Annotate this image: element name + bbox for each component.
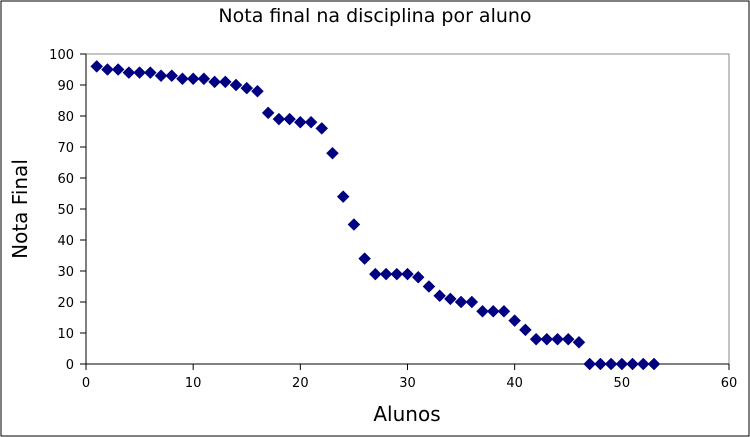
x-axis-title: Alunos — [373, 402, 440, 426]
x-tick-label: 60 — [721, 376, 738, 391]
y-tick-label: 40 — [57, 234, 74, 249]
data-point-diamond — [229, 78, 243, 92]
data-point-diamond — [358, 252, 371, 265]
y-tick-label: 100 — [49, 48, 74, 63]
data-point-diamond — [486, 304, 500, 318]
x-tick-label: 20 — [292, 376, 309, 391]
data-point-diamond — [411, 270, 425, 284]
data-point-diamond — [551, 332, 564, 346]
data-point-diamond — [519, 323, 532, 337]
data-point-diamond — [251, 84, 264, 98]
data-point-diamond — [433, 289, 447, 303]
data-point-diamond — [390, 267, 404, 281]
data-point-diamond — [261, 106, 275, 120]
data-point-diamond — [476, 304, 489, 318]
data-point-diamond — [529, 332, 543, 346]
data-point-diamond — [594, 357, 607, 371]
x-tick-label: 30 — [399, 376, 416, 391]
data-point-diamond — [197, 72, 211, 86]
data-point-diamond — [379, 267, 393, 281]
data-point-diamond — [401, 267, 414, 281]
data-point-diamond — [561, 332, 575, 346]
data-point-diamond — [122, 66, 136, 79]
data-point-diamond — [326, 146, 339, 160]
data-point-diamond — [583, 357, 597, 371]
data-point-diamond — [315, 122, 329, 135]
data-point-diamond — [154, 69, 168, 83]
y-tick-label: 0 — [66, 358, 74, 373]
data-point-diamond — [90, 60, 104, 73]
data-point-diamond — [615, 357, 629, 371]
data-point-diamond — [465, 295, 479, 309]
data-point-diamond — [422, 280, 436, 293]
chart-title: Nota final na disciplina por aluno — [218, 5, 531, 27]
x-tick-label: 40 — [506, 376, 523, 391]
data-point-diamond — [143, 66, 157, 79]
data-point-diamond — [368, 267, 382, 281]
data-point-diamond — [540, 332, 554, 346]
data-point-diamond — [626, 357, 639, 371]
data-point-diamond — [497, 304, 511, 318]
data-point-diamond — [454, 295, 468, 309]
data-point-diamond — [304, 115, 318, 129]
data-point-diamond — [208, 75, 221, 89]
y-tick-label: 20 — [57, 296, 74, 311]
y-tick-label: 60 — [57, 172, 74, 187]
data-point-diamond — [101, 63, 114, 76]
data-point-diamond — [508, 314, 522, 327]
data-point-diamond — [111, 63, 125, 76]
x-tick-label: 50 — [614, 376, 631, 391]
plot-area — [85, 53, 730, 365]
data-point-diamond — [604, 357, 618, 371]
y-tick-label: 50 — [57, 203, 74, 218]
y-axis-ticks: 0 10 20 30 40 50 60 70 80 90 100 — [49, 48, 86, 373]
data-point-diamond — [636, 357, 650, 371]
data-point-diamond — [133, 66, 146, 79]
data-point-diamond — [647, 357, 661, 371]
data-point-diamond — [444, 292, 457, 306]
data-point-diamond — [186, 72, 200, 86]
y-tick-label: 10 — [57, 327, 74, 342]
data-point-diamond — [240, 81, 254, 95]
data-point-diamond — [336, 190, 350, 203]
data-point-diamond — [283, 112, 296, 126]
x-tick-label: 10 — [185, 376, 202, 391]
data-point-diamond — [218, 75, 232, 89]
data-point-diamond — [165, 69, 179, 83]
data-point-diamond — [347, 218, 361, 231]
x-axis-ticks: 0 10 20 30 40 50 60 — [82, 364, 737, 391]
y-tick-label: 90 — [57, 79, 74, 94]
data-point-diamond — [272, 112, 286, 126]
data-points — [90, 60, 661, 371]
data-point-diamond — [176, 72, 189, 86]
y-tick-label: 80 — [57, 110, 74, 125]
y-tick-label: 70 — [57, 141, 74, 156]
x-tick-label: 0 — [82, 376, 90, 391]
y-axis-title: Nota Final — [8, 159, 32, 259]
data-point-diamond — [293, 115, 307, 129]
y-tick-label: 30 — [57, 265, 74, 280]
data-point-diamond — [572, 335, 586, 349]
